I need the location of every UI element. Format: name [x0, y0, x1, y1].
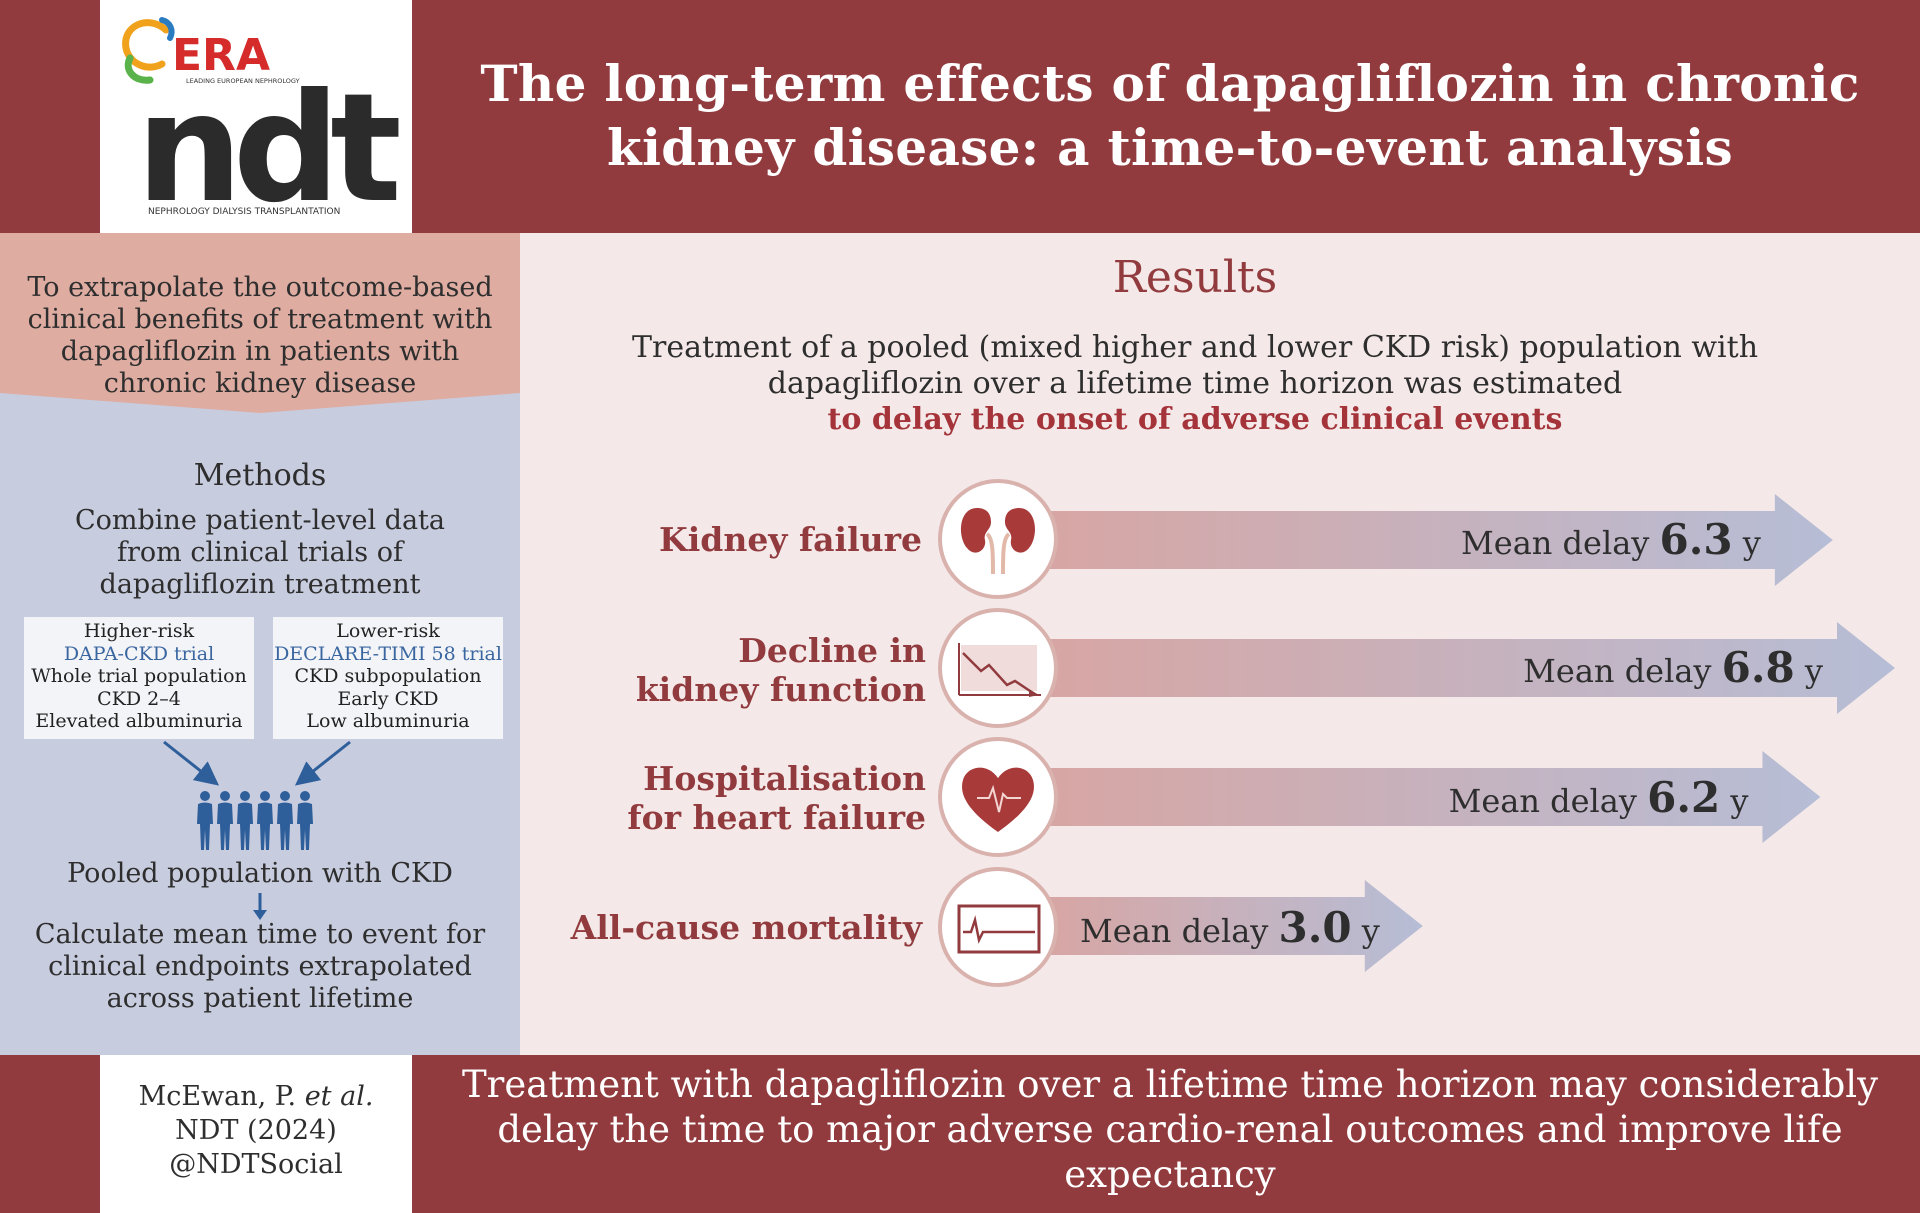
declining-chart-icon: [938, 608, 1058, 728]
delay-arrow: [1050, 880, 1423, 972]
citation-handle: @NDTSocial: [169, 1149, 343, 1180]
endpoint-label-mortality: All-cause mortality: [570, 908, 922, 947]
trial-box-lower-risk: Lower-risk DECLARE-TIMI 58 trial CKD sub…: [273, 617, 503, 739]
results-heading: Results: [1112, 252, 1278, 303]
svg-text:ndt: ndt: [136, 62, 399, 233]
delay-readout-heart-failure: Mean delay 6.2 y: [1448, 773, 1749, 822]
delay-readout-kidney-failure: Mean delay 6.3 y: [1460, 515, 1761, 564]
svg-text:ERA: ERA: [172, 30, 270, 81]
trial-detail: Elevated albuminuria: [35, 710, 243, 732]
results-summary-text: Treatment of a pooled (mixed higher and …: [631, 330, 1759, 401]
down-arrow-icon: [253, 893, 267, 920]
calculation-step: Calculate mean time to event for clinica…: [34, 919, 486, 1014]
endpoint-label-heart-failure: Hospitalisation for heart failure: [627, 759, 926, 837]
journal-logo: ERA LEADING EUROPEAN NEPHROLOGY ndt NEPH…: [100, 0, 412, 236]
trial-detail: CKD 2–4: [97, 687, 181, 710]
citation-box: [100, 1055, 412, 1213]
methods-heading: Methods: [193, 458, 327, 493]
delay-readout-kidney-decline: Mean delay 6.8 y: [1523, 643, 1823, 692]
endpoint-label-kidney-failure: Kidney failure: [659, 520, 922, 559]
conclusion: Treatment with dapagliflozin over a life…: [462, 1063, 1878, 1196]
delay-arrow: [1050, 751, 1821, 843]
trial-risk-label: Lower-risk: [336, 620, 440, 642]
citation: McEwan, P. et al. NDT (2024) @NDTSocial: [100, 1080, 412, 1182]
merge-arrows-icon: [163, 740, 351, 786]
svg-text:LEADING EUROPEAN NEPHROLOGY: LEADING EUROPEAN NEPHROLOGY: [186, 77, 300, 85]
people-group-icon: [197, 791, 313, 850]
ndt-logo-icon: ERA LEADING EUROPEAN NEPHROLOGY ndt NEPH…: [122, 17, 409, 236]
trial-detail: Early CKD: [337, 687, 439, 710]
citation-author-line: McEwan, P. et al.: [138, 1081, 374, 1112]
trial-box-higher-risk: Higher-risk DAPA-CKD trial Whole trial p…: [24, 617, 254, 739]
trial-detail: Low albuminuria: [306, 710, 470, 732]
delay-arrow: [1050, 622, 1895, 714]
kidneys-icon: [938, 479, 1058, 599]
svg-text:NEPHROLOGY DIALYSIS TRANSPLANT: NEPHROLOGY DIALYSIS TRANSPLANTATION: [148, 207, 340, 217]
trial-name: DAPA-CKD trial: [63, 642, 215, 665]
results-summary: Treatment of a pooled (mixed higher and …: [560, 330, 1830, 438]
objective-banner: [0, 233, 520, 413]
endpoint-label-kidney-decline: Decline in kidney function: [635, 631, 926, 709]
methods-description: Combine patient-level data from clinical…: [75, 505, 445, 600]
delay-arrow: [1050, 494, 1833, 586]
trial-detail: CKD subpopulation: [294, 665, 482, 687]
citation-journal: NDT (2024): [175, 1115, 337, 1146]
trial-detail: Whole trial population: [31, 665, 247, 687]
flatline-monitor-icon: [938, 867, 1058, 987]
trial-risk-label: Higher-risk: [83, 620, 195, 642]
delay-readout-mortality: Mean delay 3.0 y: [1080, 903, 1380, 952]
page-title: The long-term effects of dapagliflozin i…: [480, 54, 1860, 177]
results-summary-highlight: to delay the onset of adverse clinical e…: [827, 402, 1563, 437]
pooled-population-label: Pooled population with CKD: [67, 858, 453, 889]
heart-icon: [938, 737, 1058, 857]
objective-text: To extrapolate the outcome-based clinica…: [27, 272, 493, 399]
trial-name: DECLARE-TIMI 58 trial: [274, 642, 502, 665]
delay-arrows-chart: [1050, 494, 1895, 972]
